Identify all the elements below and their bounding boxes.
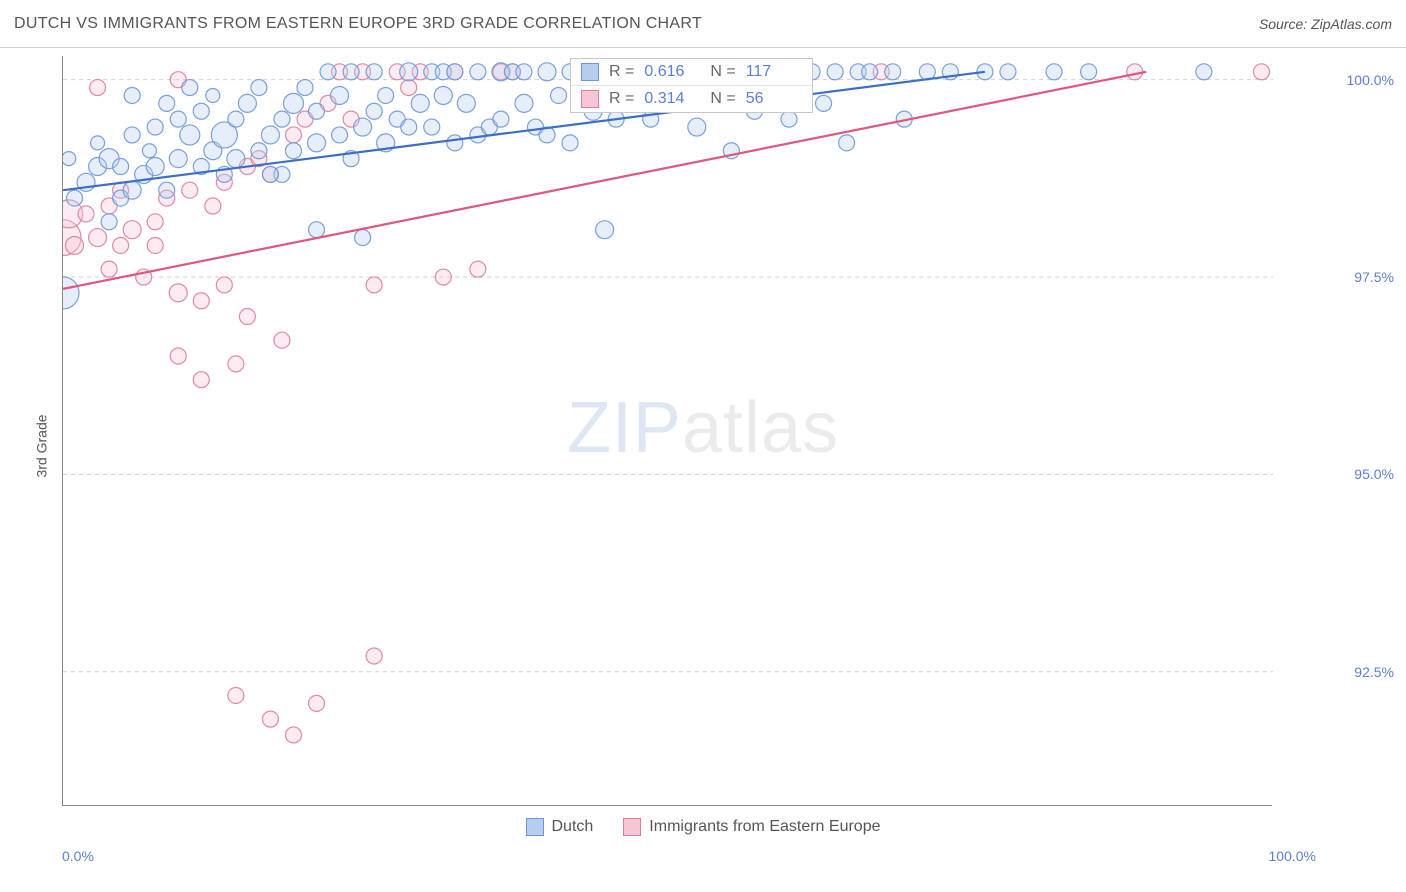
legend-item-immigrants: Immigrants from Eastern Europe <box>623 818 880 836</box>
y-tick-container: 92.5% 95.0% 97.5% 100.0% <box>1276 56 1406 806</box>
chart-source: Source: ZipAtlas.com <box>1259 16 1392 32</box>
stats-legend: R = 0.616 N = 117 R = 0.314 N = 56 <box>570 58 813 113</box>
x-tick-label-min: 0.0% <box>62 848 94 864</box>
r-value-dutch: 0.616 <box>644 63 700 81</box>
y-tick-label: 97.5% <box>1354 269 1394 285</box>
swatch-dutch <box>581 63 599 81</box>
n-value-immigrants: 56 <box>746 90 802 108</box>
swatch-dutch-bottom <box>526 818 544 836</box>
y-tick-label: 100.0% <box>1347 72 1394 88</box>
n-label: N = <box>710 90 735 108</box>
n-value-dutch: 117 <box>746 63 802 81</box>
x-tick-label-max: 100.0% <box>1269 848 1316 864</box>
stats-row-immigrants: R = 0.314 N = 56 <box>571 86 812 112</box>
legend-label-dutch: Dutch <box>552 818 594 836</box>
legend-label-immigrants: Immigrants from Eastern Europe <box>649 818 880 836</box>
scatter-svg <box>63 56 1273 806</box>
bottom-legend: Dutch Immigrants from Eastern Europe <box>0 818 1406 836</box>
source-prefix: Source: <box>1259 16 1311 32</box>
y-tick-label: 92.5% <box>1354 664 1394 680</box>
stats-row-dutch: R = 0.616 N = 117 <box>571 59 812 86</box>
n-label: N = <box>710 63 735 81</box>
chart-title: DUTCH VS IMMIGRANTS FROM EASTERN EUROPE … <box>14 15 702 33</box>
legend-item-dutch: Dutch <box>526 818 594 836</box>
swatch-immigrants <box>581 90 599 108</box>
r-value-immigrants: 0.314 <box>644 90 700 108</box>
r-label: R = <box>609 90 634 108</box>
source-name: ZipAtlas.com <box>1311 16 1392 32</box>
chart-header: DUTCH VS IMMIGRANTS FROM EASTERN EUROPE … <box>0 0 1406 48</box>
y-tick-label: 95.0% <box>1354 466 1394 482</box>
plot-area <box>62 56 1272 806</box>
y-axis-label: 3rd Grade <box>34 414 50 477</box>
r-label: R = <box>609 63 634 81</box>
swatch-immigrants-bottom <box>623 818 641 836</box>
